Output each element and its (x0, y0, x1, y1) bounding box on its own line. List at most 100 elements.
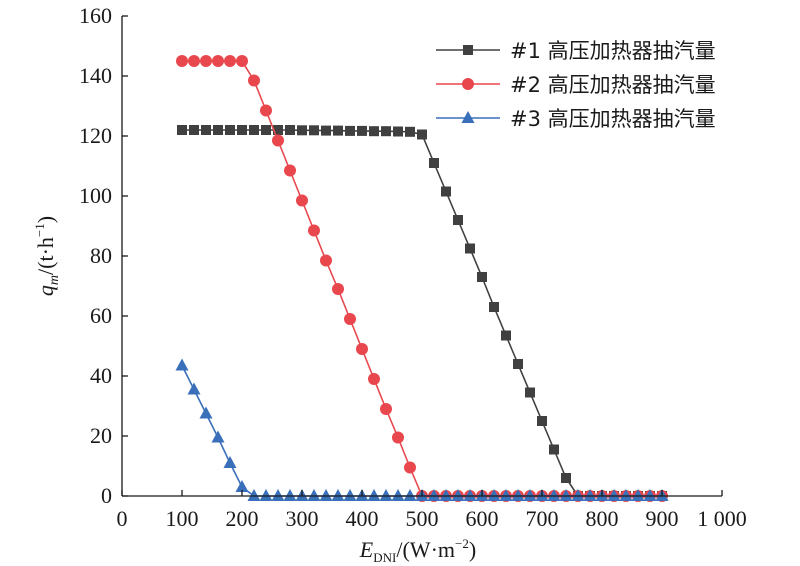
tick-labels: 0 20 40 60 80 100 120 140 160 0 100 200 300 400 500 600… (79, 3, 747, 531)
data-point (200, 55, 212, 67)
x-tick-label: 600 (466, 506, 499, 531)
data-point (175, 358, 189, 371)
data-point (188, 55, 200, 67)
data-point (403, 489, 417, 501)
legend-swatch-marker (462, 78, 474, 90)
data-point (259, 489, 273, 501)
data-point (333, 125, 343, 136)
x-axis-title-main: E (359, 537, 374, 562)
data-point (284, 164, 296, 177)
data-point (513, 359, 523, 369)
data-point (631, 489, 645, 501)
y-tick-label: 60 (90, 303, 112, 328)
series-line (182, 129, 662, 497)
data-point (343, 489, 357, 501)
data-point (369, 126, 379, 137)
data-point (213, 125, 223, 135)
data-point (177, 125, 187, 135)
data-point (391, 489, 405, 501)
data-point (189, 125, 199, 135)
data-point (525, 387, 535, 398)
data-point (249, 125, 259, 135)
data-point (211, 430, 225, 443)
data-point (356, 343, 368, 355)
data-point (223, 456, 237, 468)
legend-label: #3 高压加热器抽汽量 (510, 107, 716, 131)
legend-swatch-marker (463, 45, 473, 55)
data-point (309, 125, 319, 136)
data-point (607, 489, 621, 501)
data-point (357, 125, 367, 136)
data-point (273, 125, 283, 135)
x-axis-title: EDNI/(W·m−2) (359, 536, 476, 565)
data-point (237, 125, 247, 135)
data-point (429, 158, 439, 168)
data-point (643, 489, 657, 501)
y-tick-label: 0 (101, 483, 112, 508)
data-point (537, 416, 547, 426)
data-point (261, 125, 271, 135)
data-point (501, 330, 511, 341)
data-point (297, 125, 307, 136)
data-point (451, 489, 465, 501)
data-point (271, 489, 285, 501)
data-point (583, 489, 597, 501)
legend-swatch-marker (461, 111, 475, 123)
legend-item-1: #1 高压加热器抽汽量 (436, 39, 716, 63)
data-point (571, 489, 585, 501)
data-point (619, 489, 633, 501)
data-point (285, 125, 295, 135)
y-tick-label: 80 (90, 243, 112, 268)
data-point (489, 302, 499, 312)
data-point (427, 489, 441, 501)
data-point (248, 74, 260, 87)
data-point (487, 489, 501, 501)
x-axis-title-sub: DNI (373, 550, 396, 565)
data-point (392, 431, 404, 444)
legend: #1 高压加热器抽汽量 #2 高压加热器抽汽量 #3 高压加热器抽汽量 (436, 39, 716, 131)
data-point (307, 489, 321, 501)
legend-item-2: #2 高压加热器抽汽量 (436, 73, 716, 97)
data-point (224, 55, 236, 67)
x-tick-label: 200 (226, 506, 259, 531)
y-axis-title-unit-close: ) (33, 216, 58, 223)
x-tick-label: 700 (526, 506, 559, 531)
axes (121, 15, 723, 497)
legend-item-3: #3 高压加热器抽汽量 (436, 107, 716, 131)
legend-label: #2 高压加热器抽汽量 (510, 73, 716, 97)
y-tick-label: 160 (79, 3, 112, 28)
data-point (247, 489, 261, 501)
data-point (561, 473, 571, 483)
data-point (321, 125, 331, 136)
data-point (283, 489, 297, 501)
y-tick-label: 140 (79, 63, 112, 88)
data-point (212, 55, 224, 67)
x-tick-label: 300 (286, 506, 319, 531)
x-tick-label: 100 (166, 506, 199, 531)
data-point (379, 489, 393, 501)
data-point (332, 283, 344, 295)
y-tick-label: 40 (90, 363, 112, 388)
series-line (181, 365, 662, 497)
data-point (187, 382, 201, 395)
data-point (201, 125, 211, 135)
data-point (260, 104, 272, 117)
x-axis-title-unit-sup: −2 (455, 536, 469, 551)
x-tick-label: 900 (646, 506, 679, 531)
data-point (319, 489, 333, 501)
series-3 (175, 358, 669, 501)
data-point (272, 134, 284, 147)
legend-label: #1 高压加热器抽汽量 (510, 39, 716, 63)
series-1 (177, 125, 667, 501)
y-axis-title-unit-sup: −1 (32, 223, 47, 237)
x-axis-title-unit: /(W·m (396, 537, 455, 562)
data-point (368, 373, 380, 385)
x-tick-label: 500 (406, 506, 439, 531)
data-point (345, 125, 355, 136)
data-point (380, 403, 392, 415)
data-point (523, 489, 537, 501)
data-point (549, 444, 559, 455)
y-tick-label: 100 (79, 183, 112, 208)
data-point (308, 224, 320, 237)
data-point (176, 55, 188, 67)
